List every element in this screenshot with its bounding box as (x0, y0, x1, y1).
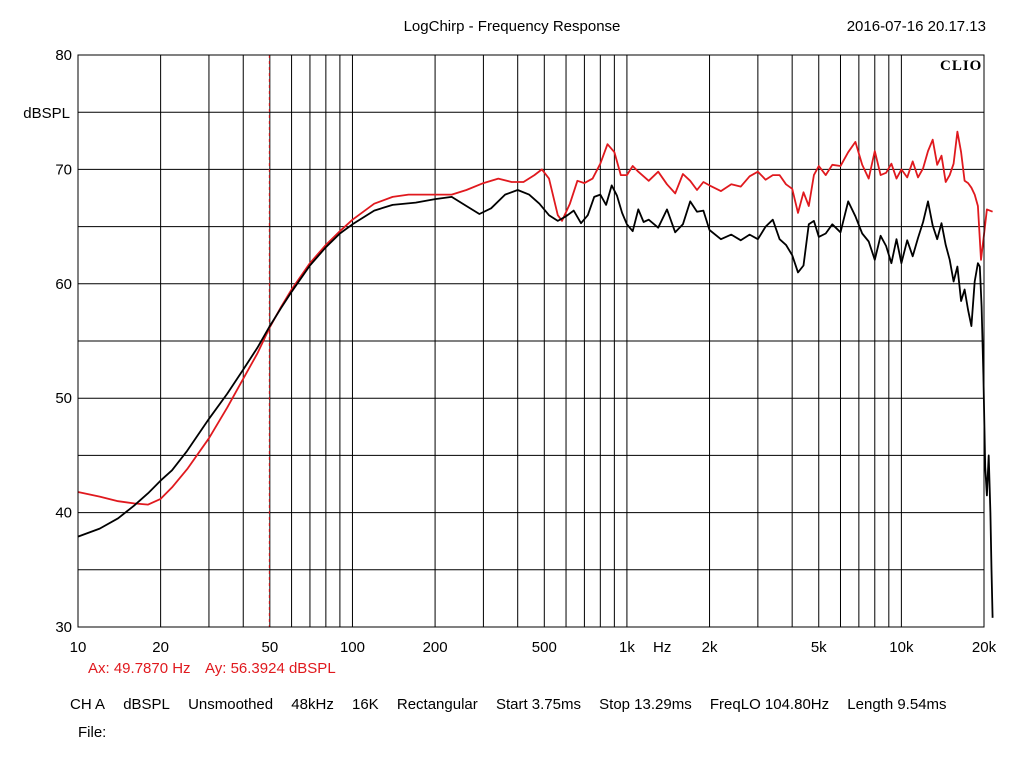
x-tick-label: 1k (619, 639, 635, 656)
status-fft-size: 16K (352, 696, 379, 713)
x-tick-label: 5k (811, 639, 827, 656)
traces (77, 130, 994, 618)
plot-frame (77, 54, 985, 628)
x-tick-label: 100 (340, 639, 365, 656)
cursor-y-readout: Ay: 56.3924 dBSPL (205, 660, 336, 677)
x-tick-label: 10k (889, 639, 914, 656)
status-smoothing: Unsmoothed (188, 696, 274, 713)
x-tick-label: 50 (261, 639, 278, 656)
y-tick-label: 60 (55, 276, 72, 293)
y-tick-label: 70 (55, 161, 72, 178)
status-window: Rectangular (396, 696, 478, 713)
status-sample-rate: 48kHz (291, 696, 334, 713)
x-tick-label: 20k (972, 639, 997, 656)
clio-logo: CLIO (940, 58, 982, 74)
y-axis-label: dBSPL (23, 105, 70, 122)
y-tick-label: 80 (55, 47, 72, 64)
x-tick-label: 500 (532, 639, 557, 656)
status-freqlo: FreqLO 104.80Hz (709, 696, 830, 713)
status-length: Length 9.54ms (847, 696, 947, 713)
series-line-1 (77, 130, 993, 506)
x-axis-label: Hz (653, 639, 671, 656)
status-start: Start 3.75ms (495, 696, 581, 713)
file-label: File: (78, 724, 107, 741)
tick-labels: 10 20 50 100 200 500 1k 2k 5k 10k 20k 30 40 50 60 70 80 d… (23, 47, 996, 656)
y-tick-label: 50 (55, 390, 72, 407)
status-unit: dBSPL (123, 696, 170, 713)
cursor-x-readout: Ax: 49.7870 Hz (88, 660, 191, 677)
x-tick-label: 2k (702, 639, 718, 656)
x-tick-label: 10 (70, 639, 87, 656)
status-channel: CH A (70, 696, 106, 713)
timestamp: 2016-07-16 20.17.13 (846, 18, 986, 35)
x-tick-label: 20 (152, 639, 169, 656)
chart-title: LogChirp - Frequency Response (403, 18, 621, 35)
x-tick-label: 200 (423, 639, 448, 656)
y-tick-label: 30 (55, 619, 72, 636)
y-tick-label: 40 (55, 505, 72, 522)
measurement-status-bar: CH A dBSPL Unsmoothed 48kHz 16K Rectangu… (70, 696, 961, 713)
status-stop: Stop 13.29ms (599, 696, 692, 713)
series-line-2 (77, 184, 994, 618)
grid-lines (78, 55, 984, 627)
